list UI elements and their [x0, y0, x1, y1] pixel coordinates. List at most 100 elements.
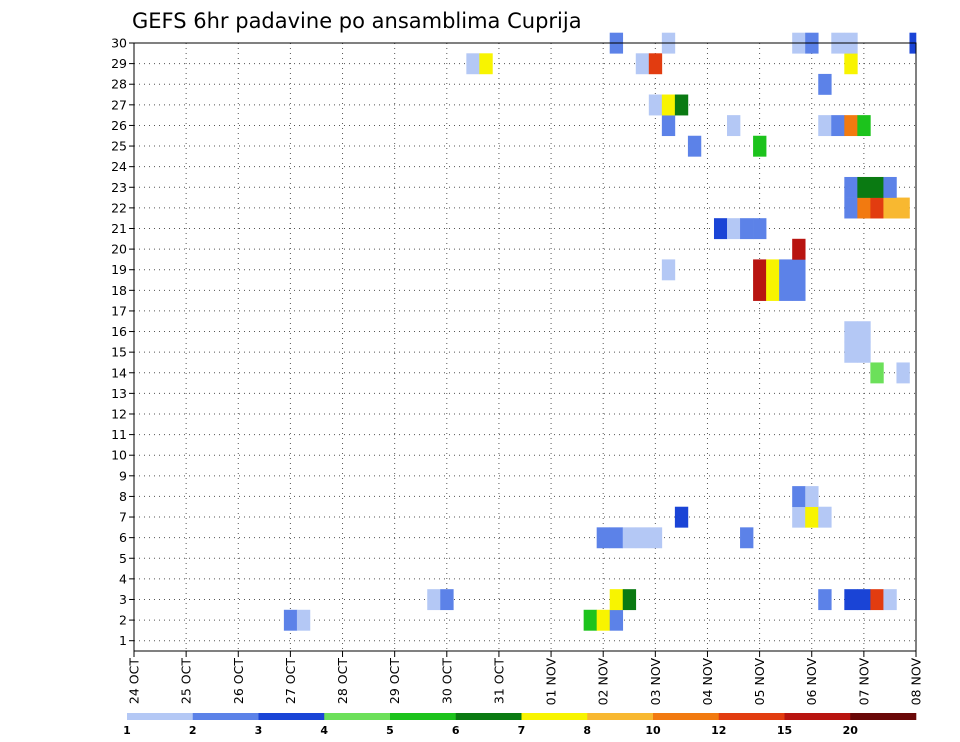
precip-cell [844, 176, 858, 198]
y-tick-label: 26 [111, 118, 127, 133]
precip-cell [883, 197, 897, 219]
legend-label: 1 [123, 724, 131, 737]
y-tick-label: 16 [111, 324, 127, 339]
precip-cell [661, 259, 676, 281]
precip-cell [740, 527, 754, 549]
precip-cell [661, 94, 676, 116]
legend-label: 2 [189, 724, 197, 737]
legend-swatch [455, 713, 522, 720]
precip-cell [440, 589, 454, 611]
precip-cell [753, 280, 767, 301]
precip-cell [844, 321, 858, 343]
y-tick-label: 28 [111, 77, 127, 92]
precip-cell [648, 53, 663, 75]
precip-cell [857, 197, 871, 219]
legend-swatch [850, 713, 917, 720]
legend-label: 4 [320, 724, 328, 737]
legend-swatch [127, 713, 194, 720]
precip-cell [844, 53, 858, 75]
precip-cell [818, 73, 832, 95]
precip-cell [427, 589, 441, 611]
legend-label: 5 [386, 724, 394, 737]
y-tick-label: 9 [119, 468, 127, 483]
precip-cell [792, 259, 806, 281]
precip-cell [727, 218, 741, 240]
legend-swatch [521, 713, 588, 720]
plot-frame [133, 42, 917, 652]
precip-cell [466, 53, 480, 75]
y-tick-label: 8 [119, 489, 127, 504]
x-tick-label: 07 NOV [856, 658, 871, 706]
precip-cell [609, 589, 624, 611]
precip-cell [283, 609, 298, 631]
precip-cell [648, 527, 663, 549]
legend-label: 15 [777, 724, 792, 737]
y-tick-label: 30 [111, 36, 127, 51]
precip-cell [687, 135, 702, 157]
x-axis-ticks: 24 OCT 25 OCT 26 OCT 27 OCT 28 OCT 29 OCT 30 O… [127, 651, 924, 705]
precip-cell [844, 341, 858, 363]
precip-cell [844, 115, 858, 137]
y-tick-label: 19 [111, 262, 127, 277]
precip-cell [792, 280, 806, 301]
precip-cell [779, 280, 793, 301]
legend-swatch [587, 713, 654, 720]
precip-cell [766, 280, 780, 301]
y-tick-label: 22 [111, 200, 127, 215]
precip-cell [635, 527, 650, 549]
y-tick-label: 11 [111, 427, 127, 442]
precip-cell [753, 259, 767, 281]
y-tick-label: 29 [111, 56, 127, 71]
y-tick-label: 12 [111, 406, 127, 421]
precip-cell [779, 259, 793, 281]
legend-swatch [258, 713, 325, 720]
precip-cell [805, 486, 819, 508]
precip-cell [740, 218, 754, 240]
legend-swatch [653, 713, 720, 720]
y-tick-label: 27 [111, 97, 127, 112]
y-tick-label: 7 [119, 510, 127, 525]
precip-cell [674, 94, 689, 116]
precip-cell [844, 197, 858, 219]
y-tick-label: 4 [119, 571, 127, 586]
y-tick-label: 21 [111, 221, 127, 236]
legend-swatch [784, 713, 851, 720]
legend-label: 20 [843, 724, 859, 737]
legend-label: 10 [645, 724, 661, 737]
precip-cell [727, 115, 741, 137]
grid-lines [133, 42, 917, 651]
precip-cell [896, 197, 910, 219]
precip-cell [818, 115, 832, 137]
x-tick-label: 26 OCT [231, 658, 246, 704]
precip-cell [609, 609, 624, 631]
precip-cell [583, 609, 597, 631]
chart-title: GEFS 6hr padavine po ansamblima Cuprija [132, 9, 582, 33]
precip-cell [753, 218, 767, 240]
x-tick-label: 25 OCT [179, 658, 194, 704]
y-tick-label: 6 [119, 530, 127, 545]
x-tick-label: 31 OCT [491, 658, 506, 704]
legend-swatch [192, 713, 259, 720]
x-tick-label: 29 OCT [387, 658, 402, 704]
y-tick-label: 5 [119, 551, 127, 566]
precip-cell [883, 589, 897, 611]
legend-swatch [718, 713, 785, 720]
precip-cell [805, 506, 819, 528]
x-tick-label: 02 NOV [596, 658, 611, 706]
x-tick-label: 01 NOV [544, 658, 559, 706]
y-tick-label: 1 [119, 633, 127, 648]
y-tick-label: 10 [111, 448, 127, 463]
precip-cell [870, 362, 884, 384]
x-tick-label: 05 NOV [752, 658, 767, 706]
legend-swatch [324, 713, 391, 720]
x-tick-label: 08 NOV [909, 658, 924, 706]
precip-cell [296, 609, 311, 631]
precip-cell [622, 527, 637, 549]
precip-cell [857, 115, 871, 137]
precip-cell [479, 53, 493, 75]
x-tick-label: 04 NOV [700, 658, 715, 706]
y-tick-label: 25 [111, 139, 127, 154]
x-tick-label: 28 OCT [335, 658, 350, 704]
precip-cell [596, 527, 611, 549]
